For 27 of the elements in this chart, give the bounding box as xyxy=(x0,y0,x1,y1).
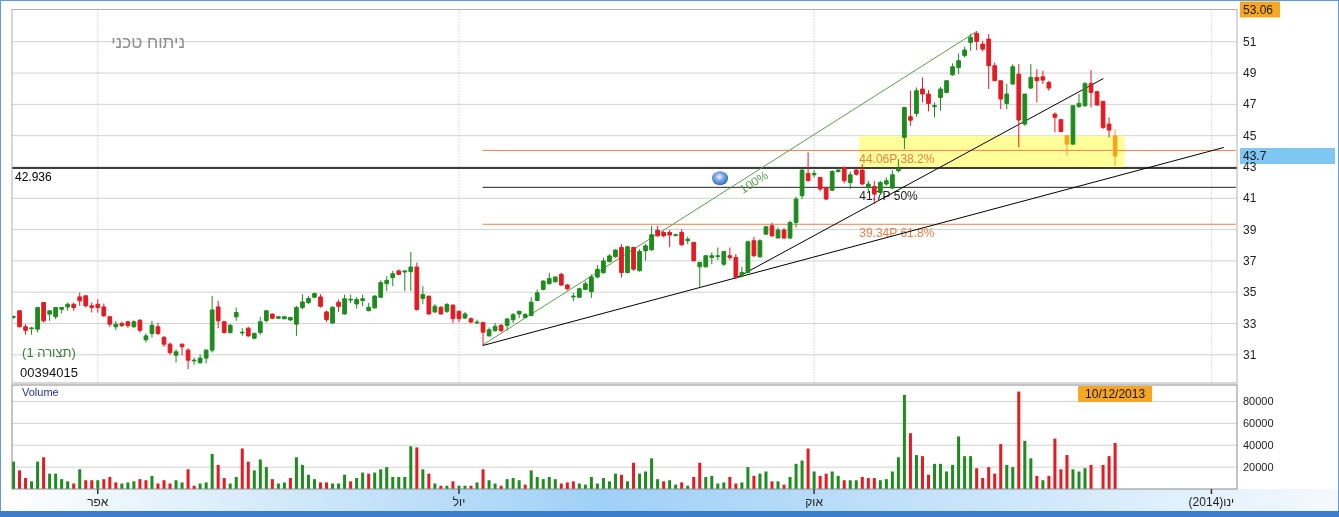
y-tick-label: 33 xyxy=(1243,316,1257,331)
y-tick-label: 41 xyxy=(1243,191,1257,206)
y-tick-label: 60000 xyxy=(1243,417,1274,430)
y-tick-label: 39 xyxy=(1243,222,1257,237)
x-tick-label: ינו(2014) xyxy=(1188,495,1235,509)
y-tick-label: 43 xyxy=(1243,159,1257,174)
annotation: (תצורה 1) xyxy=(22,344,76,360)
y-tick-label: 51 xyxy=(1243,34,1257,49)
y-tick-label: 47 xyxy=(1243,97,1257,112)
text: ניתוח טכני xyxy=(111,32,185,52)
y-tick-label: 37 xyxy=(1243,253,1257,268)
y-tick-label: 80000 xyxy=(1243,395,1274,408)
y-tick-label: 45 xyxy=(1243,128,1257,143)
chart-title: Volume xyxy=(22,386,59,398)
y-tick-label: 20000 xyxy=(1243,461,1274,474)
series-label: 39.34P 61.8% xyxy=(859,226,935,241)
x-tick-label: אפר xyxy=(87,495,109,509)
x-tick-label: יול xyxy=(452,495,466,509)
y-tick-label: 53.06 xyxy=(1243,2,1274,17)
y-tick-label: 35 xyxy=(1243,285,1257,300)
y-tick-label: 40000 xyxy=(1243,439,1274,452)
x-tick-label: אוק xyxy=(805,495,824,509)
y-tick-label: 49 xyxy=(1243,66,1257,81)
y-tick-label: 31 xyxy=(1243,347,1257,362)
annotation: 00394015 xyxy=(20,364,78,380)
annotation: 10/12/2013 xyxy=(1085,387,1146,401)
ref-line-label: 42.936 xyxy=(15,169,53,184)
